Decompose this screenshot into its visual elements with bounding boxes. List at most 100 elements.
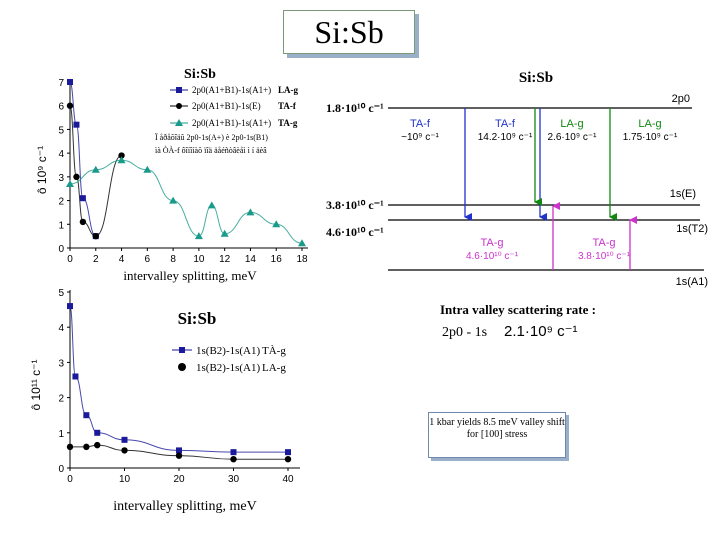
bottom-y-label: ô 10¹¹ c⁻¹ [29,359,43,410]
data-point-circle [94,441,101,449]
energy-diagram: Si:Sb 2p0 1s(E) 1s(T2) 1s(A1) 1.8·10¹⁰ c… [326,70,708,340]
data-point-triangle [272,220,281,228]
bottom-legend-label-1: 1s(B2)-1s(A1) [196,345,260,357]
top-legend-tag-1: LA-g [278,85,298,95]
data-point-triangle [117,156,126,164]
x-tick-label: 2 [93,254,99,265]
top-series-points [66,79,306,247]
data-point-circle [118,152,125,159]
rate-left-1s-t2: 4.6·10¹⁰ c⁻¹ [326,225,384,239]
top-legend-tag-3: TA-g [278,118,298,128]
diagram-title: Si:Sb [519,70,553,86]
y-tick-label: 0 [58,244,64,255]
data-point-circle [121,447,128,454]
bottom-x-label: intervalley splitting, meV [113,499,256,514]
y-tick-label: 5 [58,288,64,299]
transition-rate-5: 4.6·10¹⁰ c⁻¹ [466,251,519,262]
y-tick-label: 5 [58,125,64,136]
transition-label-6: TA-g [592,237,615,249]
data-point-circle [66,102,74,109]
transition-label-2: TA-f [495,118,516,130]
data-point-circle [230,456,237,463]
x-tick-label: 30 [228,474,240,485]
transition-rate-4: 1.75·10⁹ c⁻¹ [623,132,678,143]
top-legend-label-3: 2p0(A1+B1)-1s(A1+) [192,118,271,128]
legend-circle-marker [176,103,182,109]
top-legend: 2p0(A1+B1)-1s(A1+) LA-g 2p0(A1+B1)-1s(E)… [155,85,298,155]
rate-left-1s-e: 3.8·10¹⁰ c⁻¹ [326,198,384,212]
bottom-series-lines [69,305,288,460]
data-point-triangle [207,201,216,209]
x-tick-label: 20 [173,474,185,485]
data-point-triangle [143,165,152,173]
series-line-la-g [69,81,97,237]
transition-rate-2: 14.2·10⁹ c⁻¹ [478,132,533,143]
x-tick-label: 14 [245,254,257,265]
data-point-square [79,195,86,202]
x-tick-label: 12 [219,254,231,265]
stress-note: 1 kbar yields 8.5 meV valley shift for [… [428,412,566,458]
data-point-circle [79,218,87,226]
top-legend-tag-2: TA-f [278,101,297,111]
data-point-square [72,373,79,380]
y-tick-label: 6 [58,102,64,113]
data-point-triangle [246,208,255,216]
x-tick-label: 0 [67,474,73,485]
data-point-triangle [220,229,229,237]
data-point-triangle [66,179,74,187]
y-tick-label: 0 [58,464,64,475]
x-tick-label: 6 [145,254,151,265]
data-point-square [67,303,73,310]
data-point-square [230,449,237,456]
y-tick-label: 3 [58,173,64,184]
intra-valley-transition: 2p0 - 1s [442,325,487,340]
rate-left-2p0: 1.8·10¹⁰ c⁻¹ [326,101,384,115]
top-y-label: ô 10⁹ c⁻¹ [35,146,49,194]
x-tick-label: 10 [119,474,131,485]
y-tick-label: 1 [58,429,64,440]
x-tick-label: 40 [282,474,294,485]
level-2p0-label: 2p0 [672,93,690,105]
level-1s-t2-label: 1s(T2) [676,223,708,235]
bottom-chart-title: Si:Sb [178,309,217,328]
y-tick-label: 2 [58,394,64,405]
y-tick-label: 4 [58,323,64,334]
legend-square-marker [176,87,182,93]
y-tick-label: 3 [58,358,64,369]
y-tick-label: 4 [58,149,64,160]
data-point-triangle [91,165,100,173]
data-point-circle [73,173,80,181]
data-point-triangle [169,196,178,204]
data-point-circle [175,452,183,459]
intra-valley-title: Intra valley scattering rate : [440,302,596,317]
level-1s-a1-label: 1s(A1) [676,276,708,288]
x-tick-label: 4 [119,254,125,265]
transition-label-1: TA-f [410,118,431,130]
data-point-square [121,436,128,443]
top-x-ticks: 0 2 4 6 8 10 12 14 16 18 [67,248,308,265]
top-legend-note-1: Ï åðåõîäû 2p0-1s(A+) è 2p0-1s(B1) [155,133,268,142]
data-point-square [285,449,291,456]
data-point-square [73,121,80,128]
data-point-square [176,447,182,454]
x-tick-label: 16 [271,254,283,265]
bottom-legend-label-2: 1s(B2)-1s(A1) [196,362,260,374]
data-point-circle [284,456,292,463]
intra-valley-rate: 2.1·10⁹ c⁻¹ [504,323,578,340]
slide-title: Si:Sb [283,10,415,54]
y-tick-label: 7 [58,78,64,89]
transition-rate-6: 3.8·10¹⁰ c⁻¹ [578,251,631,262]
data-point-square [83,412,90,419]
x-tick-label: 10 [193,254,205,265]
transition-rate-3: 2.6·10⁹ c⁻¹ [547,132,597,143]
data-point-square [67,79,73,85]
data-point-circle [92,232,99,240]
legend-square-marker [179,347,185,353]
data-point-triangle [298,239,306,247]
data-point-square [94,429,101,436]
top-legend-label-1: 2p0(A1+B1)-1s(A1+) [192,85,271,95]
legend-circle-marker [178,363,186,371]
transition-rate-1: ~10⁹ c⁻¹ [401,132,439,143]
data-point-circle [83,443,90,451]
